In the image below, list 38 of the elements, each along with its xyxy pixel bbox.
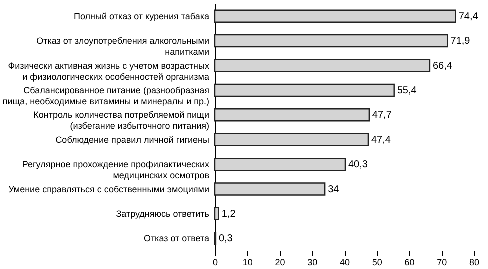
y-tick-label: Умение справляться с собственными эмоциями	[8, 184, 210, 194]
data-label: 40,3	[348, 160, 368, 171]
bar	[214, 10, 456, 23]
bar	[214, 84, 395, 98]
y-tick-label: Отказ от злоупотребления алкогольными напитками	[36, 36, 210, 58]
x-tick-label: 70	[437, 258, 448, 268]
bar	[214, 108, 370, 122]
x-tick-label: 60	[404, 258, 415, 268]
x-tick-label: 80	[469, 258, 480, 268]
data-label: 71,9	[450, 36, 471, 48]
data-label: 47,7	[372, 110, 392, 122]
data-label: 0,3	[218, 234, 234, 245]
x-tick-label: 0	[212, 258, 218, 268]
y-tick-label: Полный отказ от курения табака	[74, 11, 210, 22]
data-label: 74,4	[458, 11, 479, 22]
x-tick-label: 30	[308, 258, 318, 268]
x-tick-label: 40	[340, 258, 350, 268]
data-label: 66,4	[432, 60, 453, 72]
bar	[214, 133, 370, 146]
data-label: 55,4	[397, 85, 418, 96]
y-tick-label: Отказ от ответа	[144, 234, 210, 244]
bar	[214, 59, 431, 72]
y-tick-label: Соблюдение правил личной гигиены	[56, 134, 210, 145]
data-label: 1,2	[222, 208, 236, 220]
y-tick-label: Регулярное прохождение профилактических медицинских осмотров	[22, 160, 210, 181]
bar	[214, 158, 346, 172]
bar	[214, 182, 326, 196]
x-tick-label: 50	[372, 258, 382, 268]
y-tick-label: Физически активная жизнь с учетом возрастных и физиологических особенностей организма	[8, 60, 210, 82]
data-label: 47,4	[371, 134, 392, 146]
x-tick-label: 10	[242, 258, 253, 268]
y-tick-label: Затрудняюсь ответить	[116, 208, 210, 219]
data-label: 34	[328, 184, 340, 196]
y-tick-label: Контроль количества потребляемой пищи (избегание избыточного питания)	[34, 110, 210, 132]
bar	[214, 207, 220, 221]
x-tick-label: 20	[275, 258, 286, 268]
y-tick-label: Сбалансированное питание (разнообразная пища, необходимые витамины и минералы и пр.)	[2, 85, 210, 106]
bar	[214, 34, 448, 48]
